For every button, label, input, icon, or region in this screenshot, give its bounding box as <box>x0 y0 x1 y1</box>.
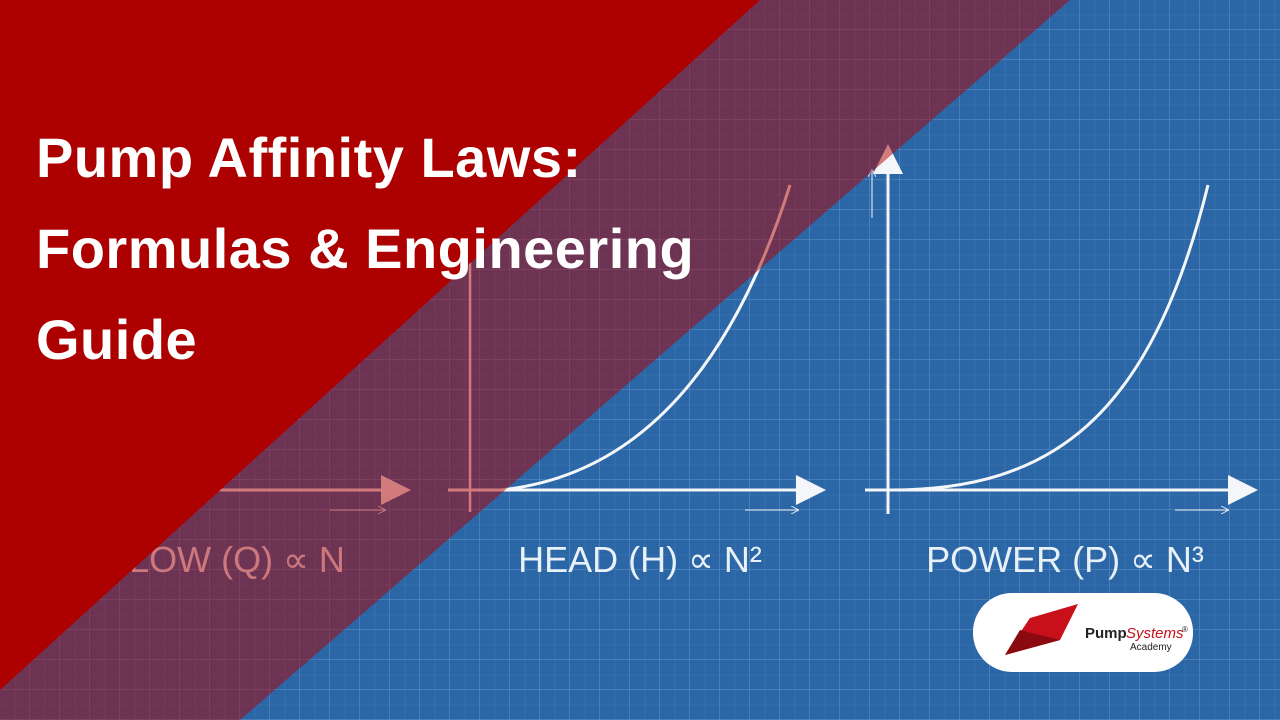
logo-mark: ® <box>1182 625 1188 634</box>
graph-label: POWER (P) ∝ N³ <box>926 539 1204 580</box>
logo-subtitle: Academy <box>1130 642 1172 653</box>
logo: Pump Systems ® Academy <box>973 593 1193 672</box>
logo-word: Pump <box>1085 625 1127 642</box>
red-field <box>0 0 760 690</box>
title-line: Guide <box>36 308 198 371</box>
graph-label: HEAD (H) ∝ N² <box>518 539 762 580</box>
title-line: Formulas & Engineering <box>36 217 695 280</box>
title-line: Pump Affinity Laws: <box>36 126 582 189</box>
logo-word: Systems <box>1126 625 1184 642</box>
title: Pump Affinity Laws: Formulas & Engineeri… <box>36 112 694 385</box>
